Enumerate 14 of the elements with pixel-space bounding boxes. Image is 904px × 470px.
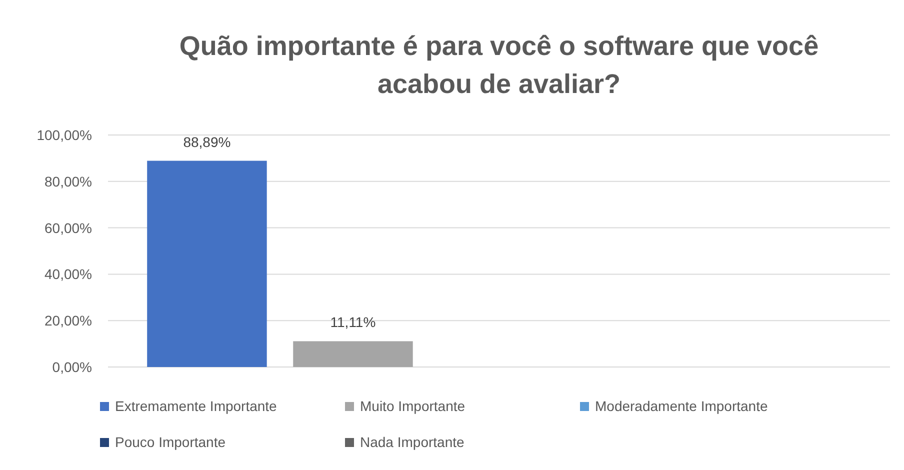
chart-title: Quão importante é para você o software que você acabou de avaliar?	[179, 31, 819, 99]
y-tick-label: 100,00%	[36, 127, 92, 143]
legend-label: Nada Importante	[360, 434, 464, 450]
legend-label: Extremamente Importante	[115, 398, 278, 414]
y-tick-label: 40,00%	[44, 266, 92, 282]
y-tick-label: 80,00%	[44, 173, 92, 190]
legend-label: Pouco Importante	[115, 434, 226, 450]
y-tick-label: 0,00%	[52, 359, 92, 375]
data-label: 88,89%	[183, 134, 231, 150]
legend-label: Moderadamente Importante	[595, 398, 768, 414]
data-label: 11,11%	[330, 314, 376, 330]
legend-label: Muito Importante	[360, 398, 466, 414]
y-tick-label: 20,00%	[44, 312, 92, 329]
y-tick-label: 60,00%	[44, 220, 92, 236]
